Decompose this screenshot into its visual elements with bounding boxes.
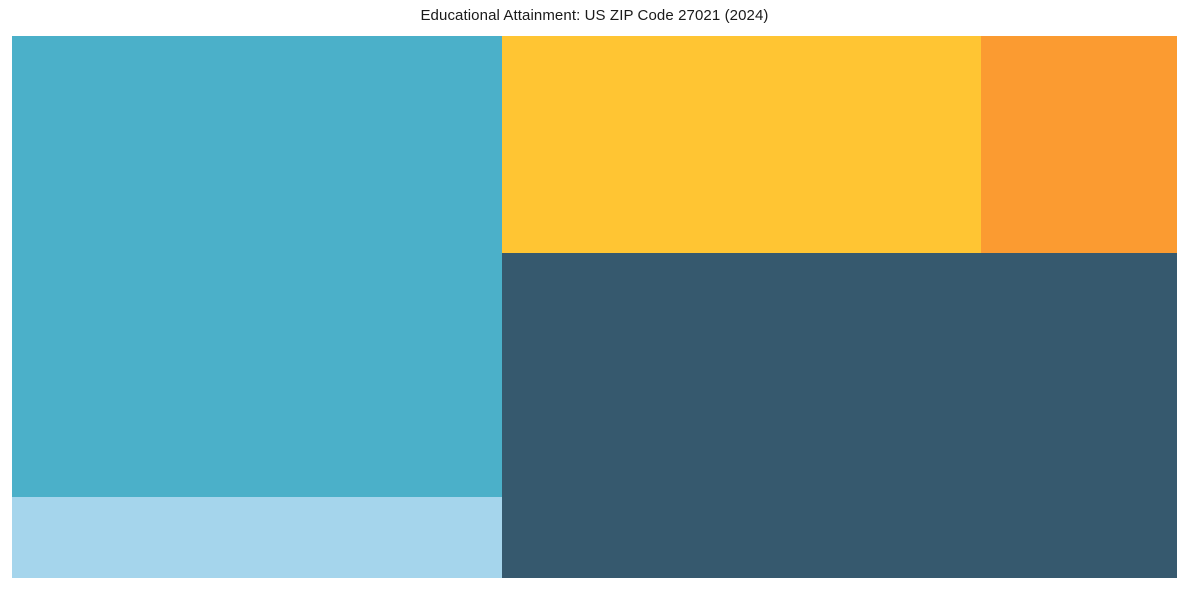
- chart-title: Educational Attainment: US ZIP Code 2702…: [420, 7, 769, 24]
- treemap-plot-area: High school graduate (or equivalency)Som…: [12, 36, 1177, 578]
- treemap-tile[interactable]: Graduate or professional degree: [12, 497, 502, 578]
- treemap-tile[interactable]: Some college, no degree: [502, 36, 981, 253]
- treemap-tile[interactable]: Associate's degree: [981, 36, 1177, 253]
- treemap-tile[interactable]: High school graduate (or equivalency): [12, 36, 502, 497]
- treemap-tile[interactable]: Bachelor's degree: [502, 253, 1177, 578]
